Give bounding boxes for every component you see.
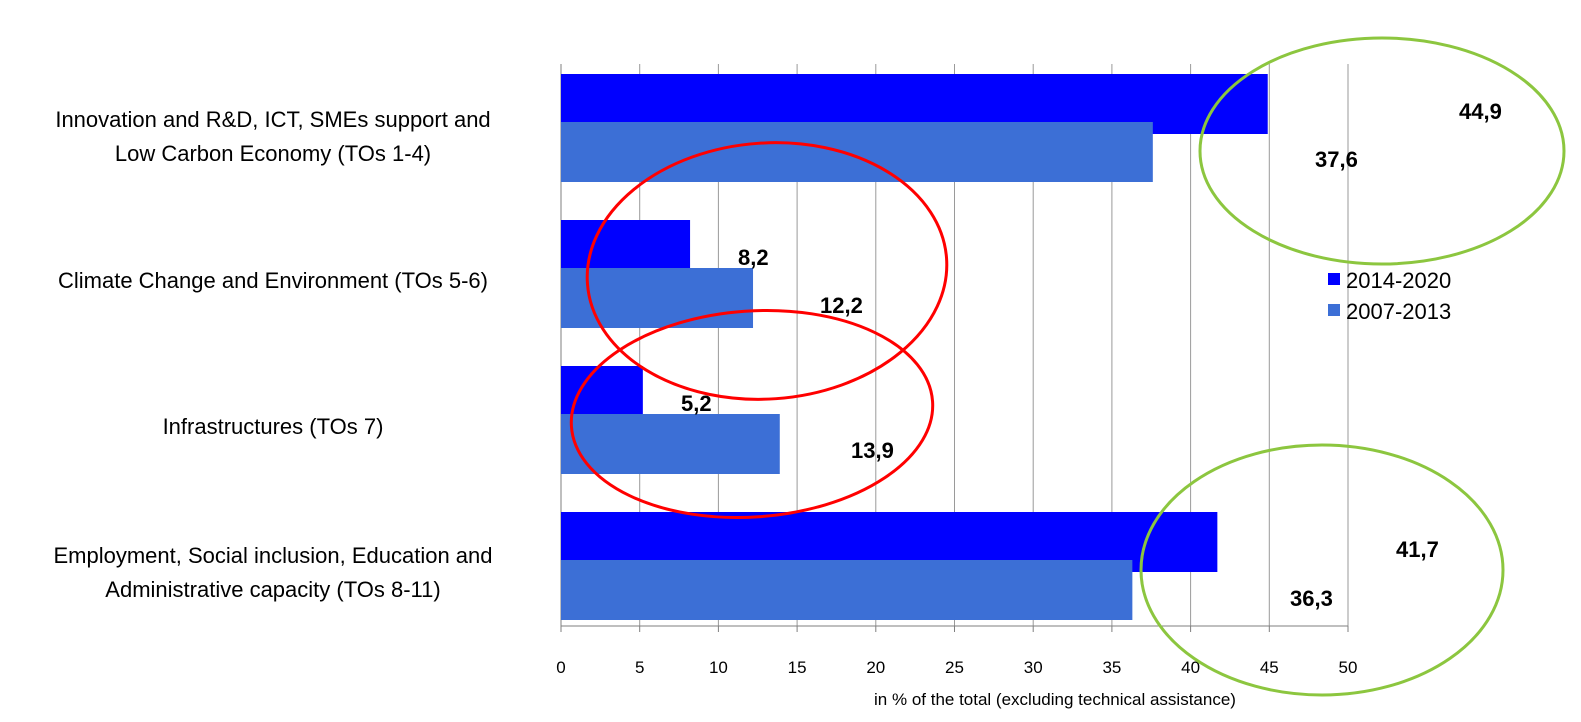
- value-label: 41,7: [1396, 537, 1439, 562]
- x-tick-label: 15: [788, 658, 807, 677]
- category-label: Innovation and R&D, ICT, SMEs support an…: [55, 107, 490, 132]
- highlight-ellipse: [585, 141, 949, 401]
- x-tick-label: 10: [709, 658, 728, 677]
- x-axis-title: in % of the total (excluding technical a…: [874, 690, 1236, 709]
- bar-2007-2013-0: [561, 122, 1153, 182]
- legend-swatch: [1328, 273, 1340, 285]
- category-label: Low Carbon Economy (TOs 1-4): [115, 141, 431, 166]
- x-tick-label: 20: [866, 658, 885, 677]
- category-label: Infrastructures (TOs 7): [163, 414, 384, 439]
- highlight-ellipse: [569, 308, 935, 520]
- value-label: 44,9: [1459, 99, 1502, 124]
- value-label: 13,9: [851, 438, 894, 463]
- x-tick-label: 40: [1181, 658, 1200, 677]
- highlight-ellipse: [1198, 36, 1566, 266]
- x-tick-label: 30: [1024, 658, 1043, 677]
- x-tick-label: 50: [1339, 658, 1358, 677]
- category-label: Employment, Social inclusion, Education …: [53, 543, 492, 568]
- bar-2007-2013-1: [561, 268, 754, 328]
- legend-label: 2007-2013: [1346, 299, 1451, 324]
- legend-swatch: [1328, 304, 1340, 316]
- x-tick-label: 0: [556, 658, 565, 677]
- bar-2007-2013-3: [561, 560, 1133, 620]
- x-tick-label: 35: [1102, 658, 1121, 677]
- value-label: 12,2: [820, 293, 863, 318]
- x-tick-label: 45: [1260, 658, 1279, 677]
- legend-label: 2014-2020: [1346, 268, 1451, 293]
- value-label: 37,6: [1315, 147, 1358, 172]
- value-label: 36,3: [1290, 586, 1333, 611]
- value-label: 8,2: [738, 245, 769, 270]
- highlight-ellipse: [1139, 443, 1505, 697]
- bar-2007-2013-2: [561, 414, 780, 474]
- x-tick-label: 5: [635, 658, 644, 677]
- x-tick-label: 25: [945, 658, 964, 677]
- category-label: Administrative capacity (TOs 8-11): [105, 577, 440, 602]
- category-label: Climate Change and Environment (TOs 5-6): [58, 268, 488, 293]
